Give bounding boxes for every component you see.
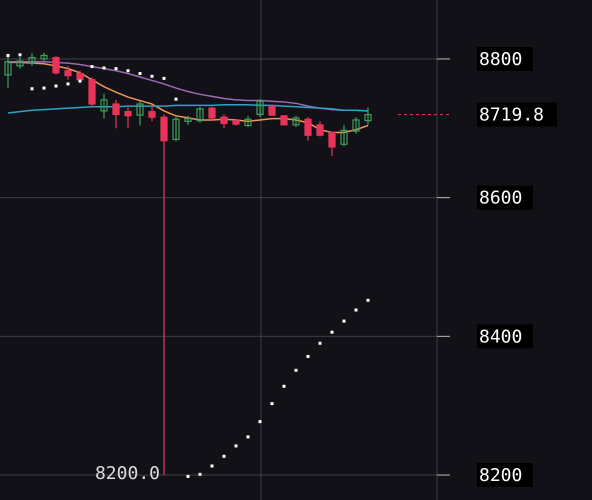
y-tick-label: 8600 — [479, 188, 522, 209]
sar-dot — [330, 330, 334, 334]
candle-body — [364, 113, 372, 122]
candle-body — [244, 118, 252, 127]
sar-dot — [18, 53, 22, 57]
sar-dot — [90, 65, 94, 69]
sar-dot — [138, 72, 142, 76]
last-price-label: 8719.8 — [479, 105, 544, 126]
candle-body — [232, 120, 240, 125]
candle-body — [256, 100, 264, 116]
low-label: 8200.0 — [95, 463, 160, 484]
candle-body — [316, 124, 324, 136]
sar-dot — [42, 86, 46, 90]
candle-body — [76, 72, 84, 81]
sar-dot — [114, 67, 118, 71]
candle-body — [52, 56, 60, 74]
candle-body — [328, 131, 336, 148]
tick-label-bg — [477, 324, 533, 349]
sar-dot — [54, 84, 58, 88]
sar-dot — [198, 472, 202, 476]
sar-dot — [246, 435, 250, 439]
candle-body — [292, 117, 300, 126]
y-tick-label: 8800 — [479, 49, 522, 70]
candle-body — [40, 54, 48, 60]
sar-dot — [258, 420, 262, 424]
candle-body — [220, 116, 228, 125]
sar-dot — [78, 79, 82, 83]
sar-dot — [294, 368, 298, 372]
tick-label-bg — [477, 185, 533, 210]
candle-body — [124, 111, 132, 117]
sar-dot — [342, 319, 346, 323]
sar-dot — [354, 308, 358, 312]
candle-body — [268, 105, 276, 116]
sar-dot — [318, 341, 322, 345]
candle-body — [304, 118, 312, 136]
sar-dot — [174, 97, 178, 101]
candle-body — [4, 61, 12, 76]
sar-dot — [6, 53, 10, 57]
ma-line — [8, 60, 369, 112]
candle-body — [16, 60, 24, 67]
candle-body — [196, 108, 204, 122]
sar-dot — [270, 402, 274, 406]
candle-body — [28, 56, 36, 64]
sar-dot — [234, 444, 238, 448]
sar-dot — [150, 74, 154, 78]
candle-body — [148, 111, 156, 118]
candle-body — [340, 129, 348, 145]
sar-dot — [222, 454, 226, 458]
sar-dot — [126, 69, 130, 73]
sar-dot — [282, 384, 286, 388]
candle-body — [64, 70, 72, 77]
candle-body — [352, 119, 360, 132]
sar-dot — [306, 354, 310, 358]
candle-body — [112, 103, 120, 116]
ma-line — [7, 103, 369, 114]
sar-dot — [186, 474, 190, 478]
sar-dot — [102, 66, 106, 70]
candle-body — [100, 99, 108, 112]
candle-body — [184, 117, 192, 122]
candle-body — [160, 116, 168, 142]
y-tick-label: 8400 — [479, 326, 522, 347]
tick-label-bg — [477, 46, 533, 71]
candle-body — [88, 79, 96, 105]
sar-dot — [210, 464, 214, 468]
candle-body — [280, 115, 288, 126]
sar-dot — [366, 298, 370, 302]
last-price-bg — [477, 102, 557, 127]
sar-dot — [162, 76, 166, 80]
sar-dot — [30, 87, 34, 91]
candle-body — [136, 103, 144, 116]
candle-body — [208, 107, 216, 119]
sar-dot — [66, 82, 70, 86]
candle-body — [172, 118, 180, 140]
tick-label-bg — [477, 463, 533, 488]
y-tick-label: 8200 — [479, 465, 522, 486]
